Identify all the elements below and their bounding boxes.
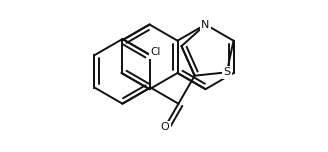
Text: Cl: Cl xyxy=(151,47,161,57)
Text: O: O xyxy=(160,123,169,133)
Text: N: N xyxy=(201,19,210,29)
Text: S: S xyxy=(223,67,230,77)
